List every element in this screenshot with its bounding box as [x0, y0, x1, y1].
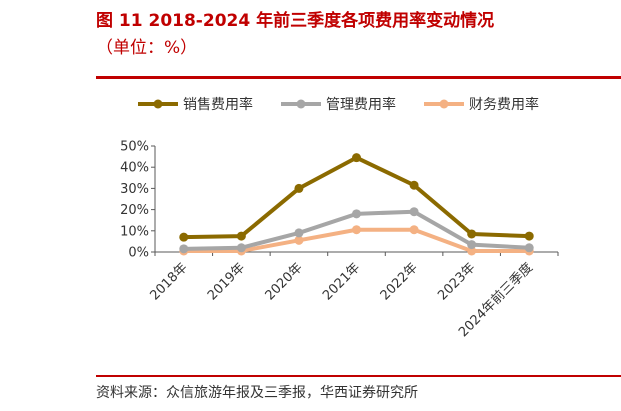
legend-swatch-marker — [439, 99, 449, 109]
y-tick-label: 50% — [120, 140, 149, 155]
y-tick-label: 0% — [128, 246, 149, 261]
data-point — [524, 243, 534, 253]
series-line — [183, 155, 530, 240]
series-1 — [179, 153, 534, 242]
data-point — [409, 207, 419, 217]
data-point — [179, 232, 189, 242]
data-point — [236, 243, 246, 253]
data-point — [409, 180, 419, 190]
x-tick-label: 2021年 — [320, 260, 363, 303]
data-point — [236, 231, 246, 241]
source-note: 资料来源：众信旅游年报及三季报，华西证券研究所 — [96, 385, 418, 401]
x-tick-label: 2019年 — [205, 260, 248, 303]
data-point — [467, 246, 477, 256]
data-point — [352, 153, 361, 163]
data-point — [294, 183, 304, 193]
legend-swatch-marker — [296, 99, 306, 109]
data-point — [294, 235, 304, 245]
top-rule — [96, 76, 621, 79]
data-point — [409, 225, 419, 235]
data-point — [524, 231, 534, 241]
legend: 销售费用率 管理费用率 财务费用率 — [138, 96, 539, 113]
legend-item: 销售费用率 — [138, 96, 253, 113]
chart-title: 图 11 2018-2024 年前三季度各项费用率变动情况 （单位：%） — [96, 8, 616, 62]
x-tick-label: 2022年 — [378, 260, 421, 303]
bottom-rule — [96, 375, 621, 377]
x-tick-label: 2023年 — [435, 260, 478, 303]
data-point — [467, 229, 477, 239]
legend-label: 财务费用率 — [469, 96, 539, 113]
x-tick-label: 2020年 — [263, 260, 306, 303]
y-tick-label: 10% — [120, 224, 149, 239]
data-point — [467, 240, 477, 250]
title-line-1: 图 11 2018-2024 年前三季度各项费用率变动情况 — [96, 11, 495, 31]
data-point — [352, 209, 361, 219]
title-line-2: （单位：%） — [96, 38, 198, 58]
data-point — [352, 225, 361, 235]
y-tick-label: 30% — [120, 182, 149, 197]
legend-item: 财务费用率 — [424, 96, 539, 113]
series-2 — [179, 207, 534, 254]
legend-label: 管理费用率 — [326, 96, 396, 113]
data-point — [294, 228, 304, 238]
series-group — [179, 153, 534, 256]
y-tick-label: 40% — [120, 161, 149, 176]
data-point — [179, 244, 189, 254]
y-tick-label: 20% — [120, 203, 149, 218]
legend-label: 销售费用率 — [183, 96, 253, 113]
legend-item: 管理费用率 — [281, 96, 396, 113]
series-3 — [179, 225, 534, 256]
x-tick-label: 2018年 — [147, 260, 190, 303]
legend-swatch-marker — [153, 99, 163, 109]
